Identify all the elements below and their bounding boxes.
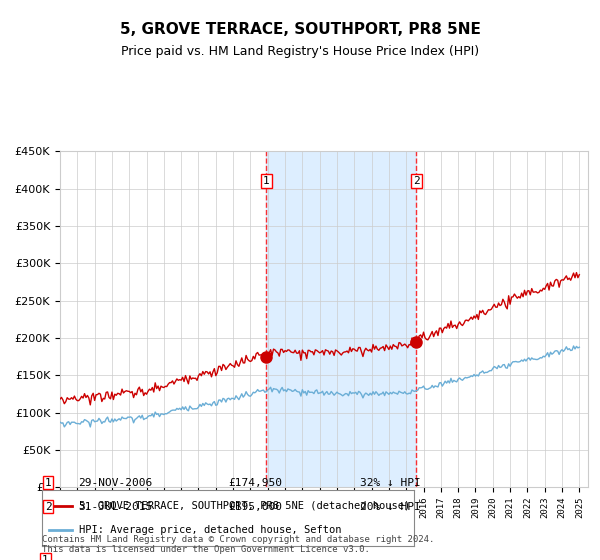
Text: 29-NOV-2006: 29-NOV-2006 <box>78 478 152 488</box>
Text: 1: 1 <box>42 555 49 560</box>
Text: Price paid vs. HM Land Registry's House Price Index (HPI): Price paid vs. HM Land Registry's House … <box>121 45 479 58</box>
Text: Contains HM Land Registry data © Crown copyright and database right 2024.
This d: Contains HM Land Registry data © Crown c… <box>42 535 434 554</box>
Text: 32% ↓ HPI: 32% ↓ HPI <box>360 478 421 488</box>
Text: HPI: Average price, detached house, Sefton: HPI: Average price, detached house, Seft… <box>79 525 342 535</box>
Text: 1: 1 <box>45 478 52 488</box>
Text: 31-JUL-2015: 31-JUL-2015 <box>78 502 152 512</box>
Text: 5, GROVE TERRACE, SOUTHPORT, PR8 5NE (detached house): 5, GROVE TERRACE, SOUTHPORT, PR8 5NE (de… <box>79 501 410 511</box>
Text: 5, GROVE TERRACE, SOUTHPORT, PR8 5NE: 5, GROVE TERRACE, SOUTHPORT, PR8 5NE <box>119 22 481 38</box>
Bar <box>266 151 416 487</box>
Text: £195,000: £195,000 <box>228 502 282 512</box>
Text: 2: 2 <box>413 176 419 186</box>
Text: £174,950: £174,950 <box>228 478 282 488</box>
Text: 1: 1 <box>263 176 269 186</box>
Text: 2: 2 <box>45 502 52 512</box>
Text: 20% ↓ HPI: 20% ↓ HPI <box>360 502 421 512</box>
